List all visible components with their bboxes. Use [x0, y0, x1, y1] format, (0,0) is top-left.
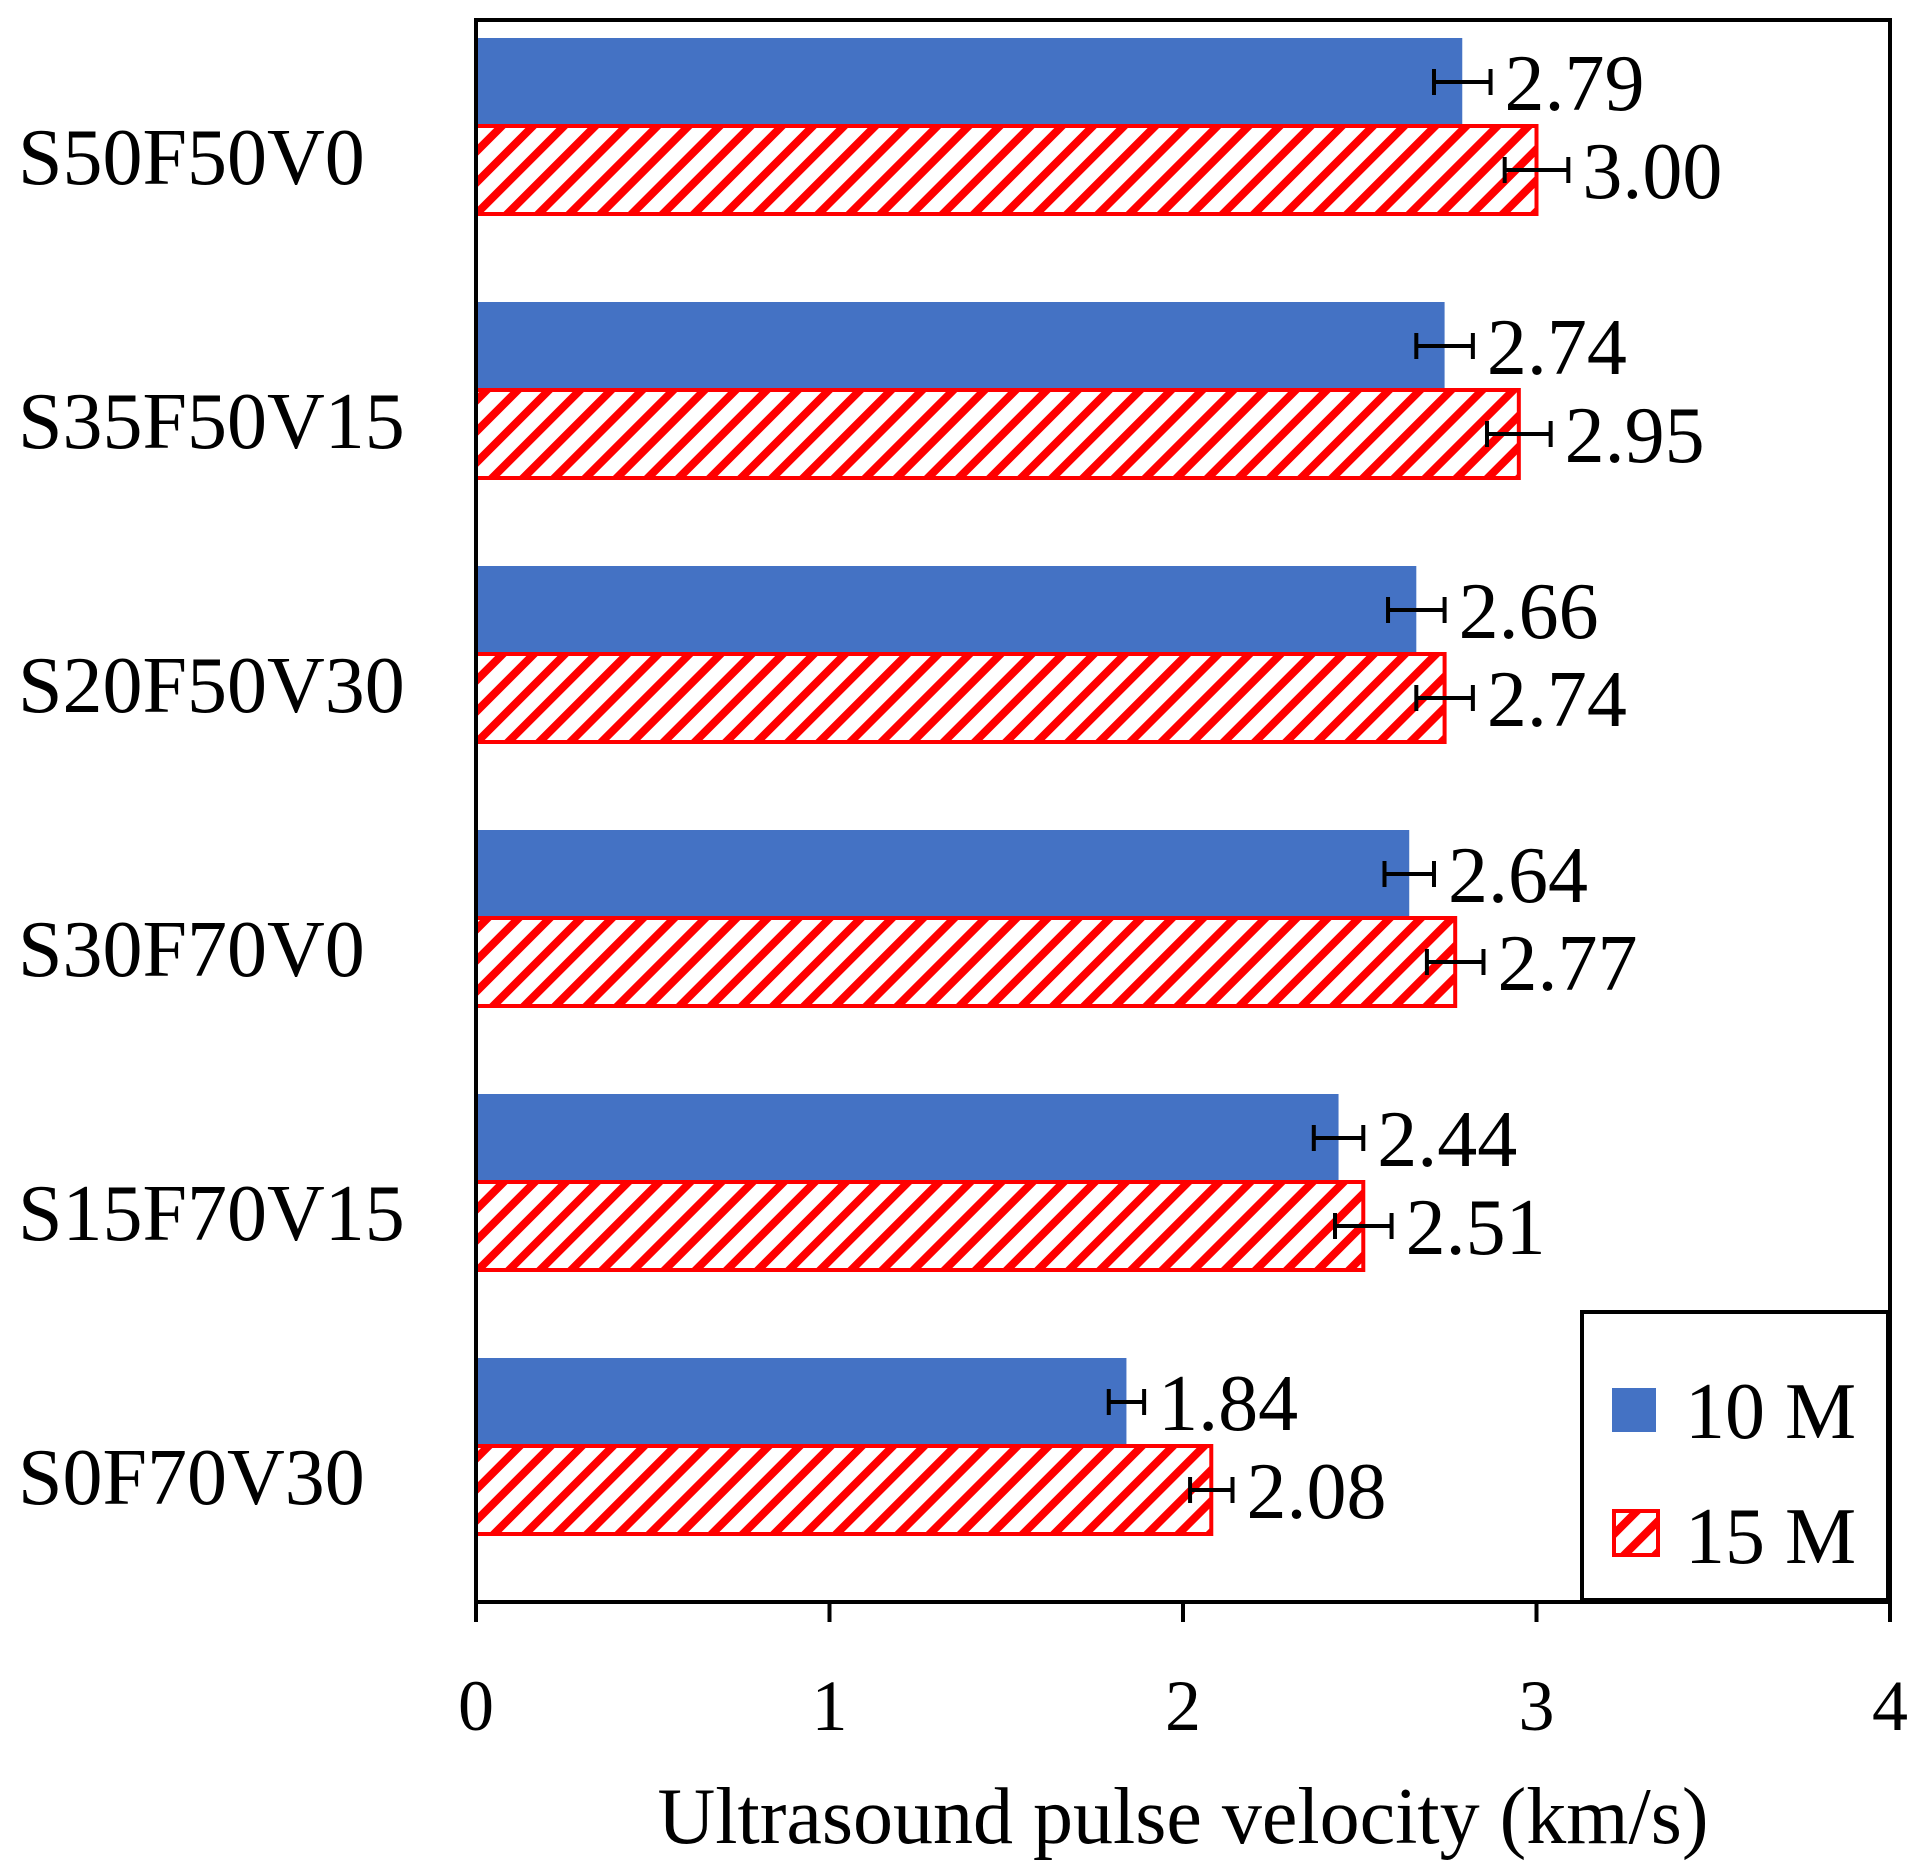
bar-15m: [474, 1444, 1214, 1536]
bar-15m: [474, 652, 1447, 744]
x-axis-ticks: 0 1 2 3 4: [458, 1602, 1908, 1746]
x-tick-label: 0: [458, 1666, 494, 1746]
category-label: S35F50V15: [18, 378, 405, 466]
bars-layer: [474, 38, 1539, 1536]
bar-15m: [474, 1180, 1366, 1272]
x-tick-label: 1: [812, 1666, 848, 1746]
bar-10m: [476, 38, 1463, 126]
data-label: 2.74: [1487, 656, 1627, 744]
category-label: S20F50V30: [18, 642, 405, 730]
error-bars-layer: [1106, 69, 1571, 1503]
legend-swatch-10m: [1612, 1388, 1656, 1432]
category-label: S15F70V15: [18, 1170, 405, 1258]
data-label: 2.79: [1505, 40, 1645, 128]
legend-swatch-15m: [1612, 1509, 1660, 1557]
data-label: 2.66: [1459, 568, 1599, 656]
bar-10m: [476, 830, 1410, 918]
legend-label-15m: 15 M: [1685, 1493, 1856, 1581]
data-label: 2.08: [1246, 1448, 1386, 1536]
category-labels-layer: S50F50V0 S35F50V15 S20F50V30 S30F70V0 S15F70…: [18, 114, 405, 1522]
data-label: 1.84: [1158, 1360, 1298, 1448]
data-label: 3.00: [1582, 128, 1722, 216]
category-label: S0F70V30: [18, 1434, 365, 1522]
data-label: 2.74: [1487, 304, 1627, 392]
legend: 10 M 15 M: [1580, 1310, 1890, 1602]
bar-15m: [474, 388, 1521, 480]
x-tick-label: 3: [1519, 1666, 1555, 1746]
data-label: 2.95: [1565, 392, 1705, 480]
data-labels-layer: 2.793.002.742.952.662.742.642.772.442.51…: [1158, 40, 1722, 1536]
legend-label-10m: 10 M: [1685, 1368, 1856, 1456]
bar-10m: [476, 566, 1417, 654]
data-label: 2.44: [1377, 1096, 1517, 1184]
data-label: 2.64: [1448, 832, 1588, 920]
x-tick-label: 4: [1872, 1666, 1908, 1746]
bar-10m: [476, 302, 1445, 390]
x-tick-label: 2: [1165, 1666, 1201, 1746]
category-label: S30F70V0: [18, 906, 365, 994]
x-axis-title: Ultrasound pulse velocity (km/s): [658, 1773, 1709, 1861]
data-label: 2.51: [1406, 1184, 1546, 1272]
bar-15m: [474, 124, 1539, 216]
bar-10m: [476, 1358, 1127, 1446]
category-label: S50F50V0: [18, 114, 365, 202]
bar-15m: [474, 916, 1458, 1008]
bar-10m: [476, 1094, 1339, 1182]
data-label: 2.77: [1497, 920, 1637, 1008]
